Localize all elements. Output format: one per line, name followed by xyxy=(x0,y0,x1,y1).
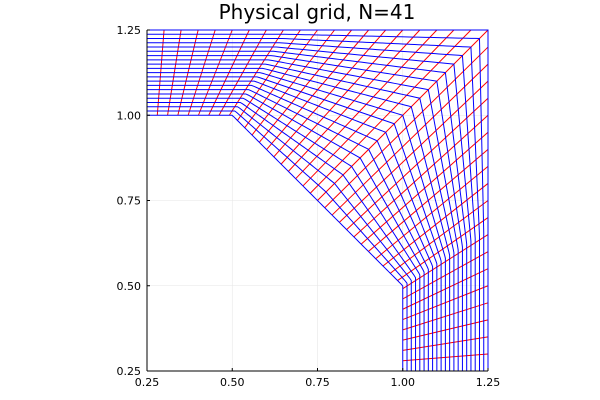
tangential-grid-line xyxy=(147,42,476,371)
y-tick-label: 1.00 xyxy=(117,109,142,122)
tangential-grid-line xyxy=(147,76,442,371)
tangential-grid-line xyxy=(147,110,408,371)
y-tick-label: 0.75 xyxy=(117,195,142,208)
y-tick-label: 0.50 xyxy=(117,280,142,293)
tangential-grid-line xyxy=(147,63,455,371)
tangential-grid-line xyxy=(147,114,404,371)
tangential-grid-line xyxy=(147,38,480,371)
x-tick-label: 0.25 xyxy=(135,376,160,389)
tangential-grid-line xyxy=(147,67,451,371)
tangential-grid-line xyxy=(147,72,446,371)
tangential-grid-line xyxy=(147,84,434,371)
tangential-grid-line xyxy=(147,80,438,371)
y-tick-label: 1.25 xyxy=(117,24,142,37)
tangential-grid-line xyxy=(147,55,463,371)
tangential-grid-line xyxy=(147,59,459,371)
x-tick-label: 0.75 xyxy=(305,376,330,389)
x-tick-label: 1.25 xyxy=(476,376,501,389)
tangential-grid-line xyxy=(147,101,417,371)
x-tick-label: 1.00 xyxy=(391,376,416,389)
tangential-grid-line xyxy=(147,93,425,371)
mesh-lines xyxy=(146,29,489,372)
y-tick-label: 0.25 xyxy=(117,365,142,378)
x-axis-ticks: 0.25 0.50 0.75 1.00 1.25 xyxy=(135,368,501,389)
tangential-grid-line xyxy=(147,33,485,371)
x-tick-label: 0.50 xyxy=(220,376,245,389)
tangential-grid-line xyxy=(147,106,412,371)
tangential-grid-line xyxy=(147,46,472,371)
tangential-grid-line xyxy=(147,97,421,371)
y-axis-ticks: 0.25 0.50 0.75 1.00 1.25 xyxy=(117,24,150,378)
tangential-grid-line xyxy=(147,29,489,371)
chart-title: Physical grid, N=41 xyxy=(219,0,416,24)
tangential-grid-line xyxy=(147,89,429,371)
tangential-grid-line xyxy=(147,50,468,371)
